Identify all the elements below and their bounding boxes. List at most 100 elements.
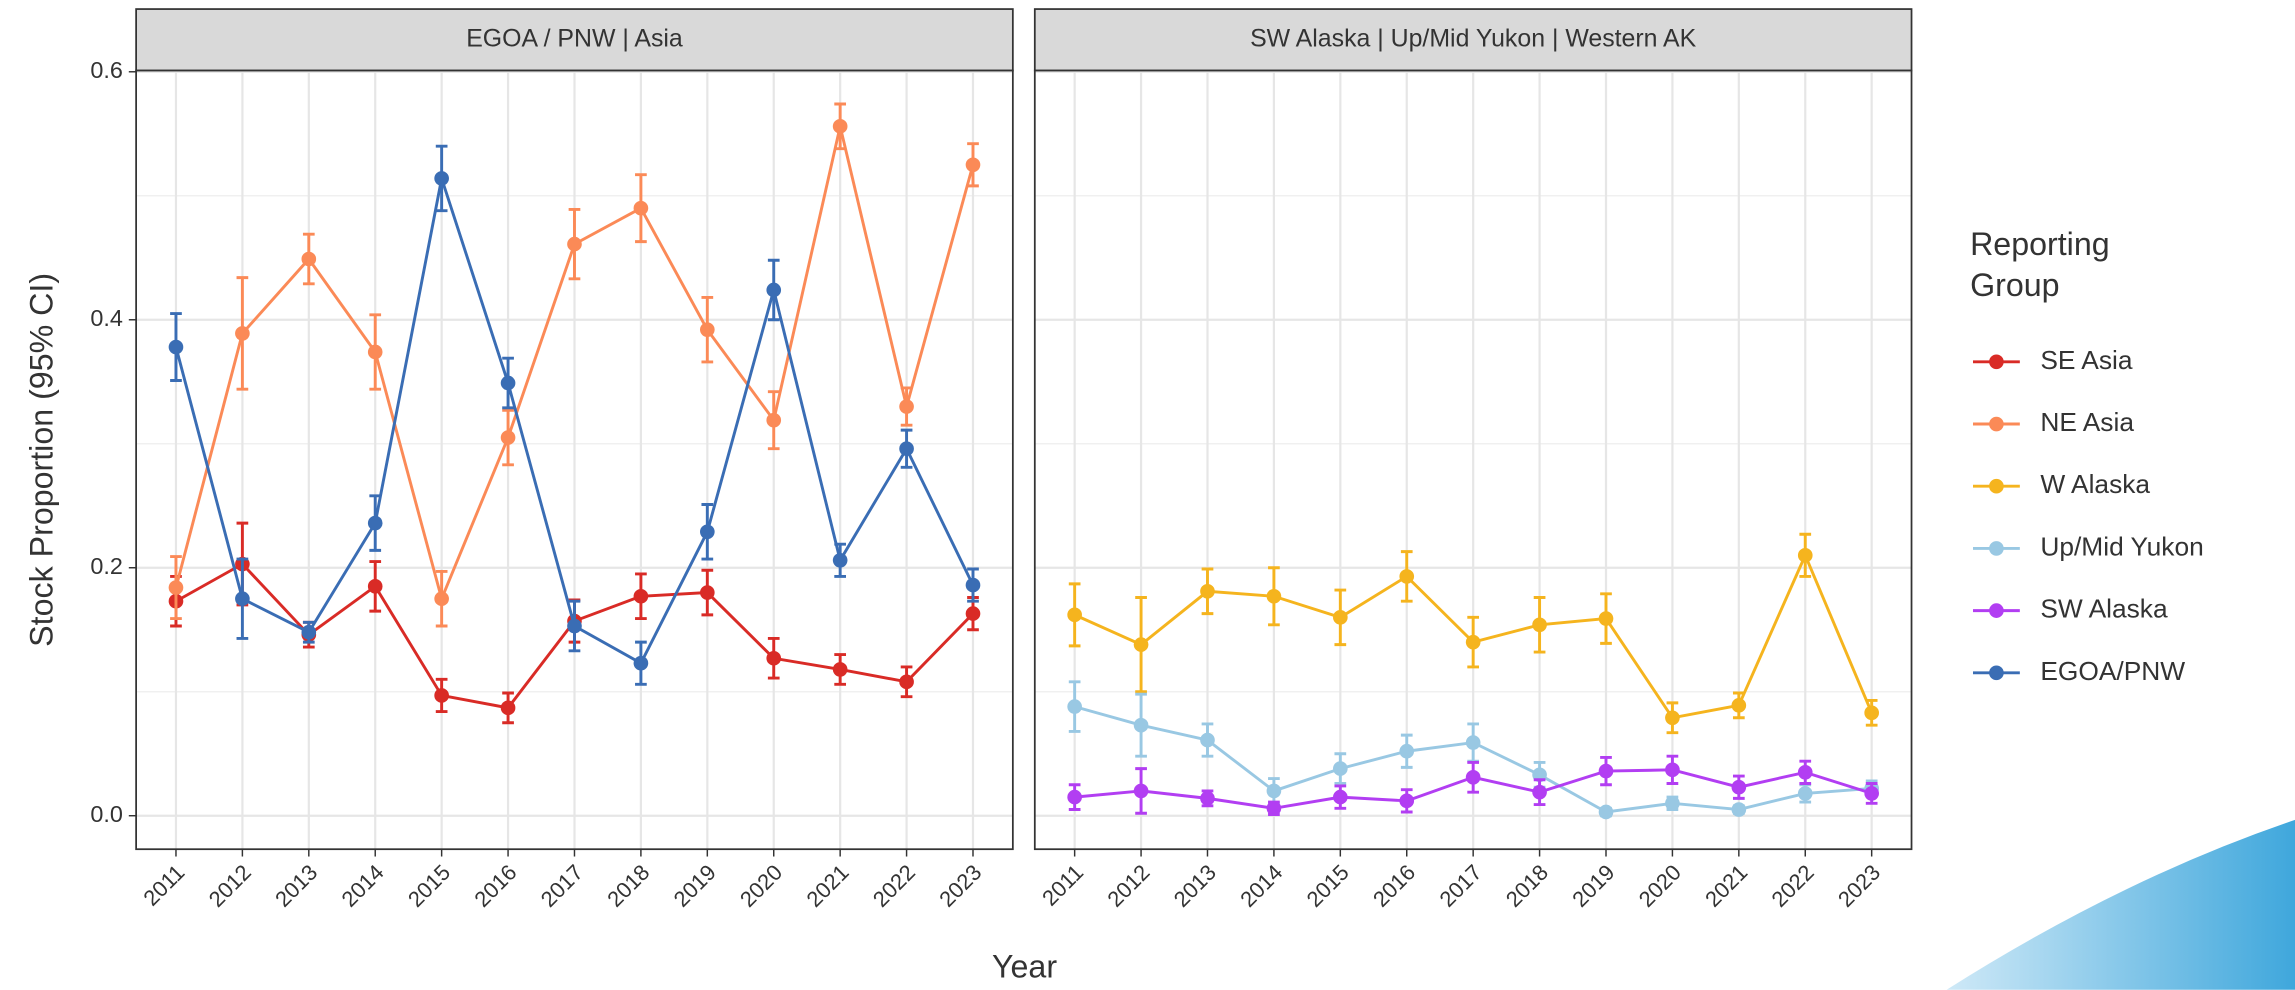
- x-tick-label: 2013: [1169, 860, 1221, 912]
- point: [766, 282, 782, 298]
- point: [301, 251, 317, 267]
- x-tick-label: 2011: [138, 860, 189, 911]
- point: [1133, 783, 1149, 799]
- y-tick-label: 0.6: [90, 57, 123, 83]
- panel-title: SW Alaska | Up/Mid Yukon | Western AK: [1250, 24, 1697, 52]
- legend-point: [1989, 603, 2004, 618]
- point: [1864, 705, 1879, 721]
- strip: [135, 8, 1014, 72]
- x-tick-label: 2011: [1037, 860, 1088, 911]
- point: [1133, 717, 1149, 733]
- x-tick-label: 2012: [204, 860, 256, 912]
- point: [965, 606, 981, 621]
- legend-title: Reporting Group: [1970, 226, 2110, 303]
- point: [1731, 779, 1747, 795]
- x-axis-label: Year: [992, 949, 1057, 985]
- x-tick-label: 2023: [1833, 860, 1885, 912]
- legend-point: [1989, 665, 2004, 681]
- x-tick-label: 2016: [1368, 860, 1420, 912]
- point: [1665, 796, 1680, 811]
- point: [1532, 617, 1547, 633]
- point: [1399, 569, 1415, 584]
- legend-label: W Alaska: [2040, 469, 2150, 499]
- point: [1266, 783, 1282, 799]
- y-tick-label: 0.4: [90, 305, 123, 331]
- point: [1266, 800, 1282, 816]
- point: [633, 200, 649, 216]
- x-tick-label: 2023: [934, 860, 986, 912]
- point: [965, 157, 981, 173]
- point: [832, 552, 848, 568]
- point: [1731, 802, 1747, 817]
- point: [500, 430, 516, 445]
- point: [434, 591, 449, 607]
- panel-title: EGOA / PNW | Asia: [466, 24, 683, 52]
- point: [700, 585, 715, 600]
- point: [1133, 637, 1149, 652]
- x-tick-label: 2017: [536, 860, 588, 912]
- x-tick-label: 2018: [602, 860, 654, 912]
- point: [235, 326, 250, 341]
- legend-label: SE Asia: [2040, 345, 2133, 375]
- point: [899, 441, 914, 457]
- y-axis-label: Stock Proportion (95% CI): [23, 273, 59, 647]
- x-tick-label: 2019: [1567, 860, 1619, 912]
- point: [633, 655, 649, 671]
- point: [1731, 698, 1747, 713]
- point: [1797, 548, 1813, 563]
- point: [1200, 583, 1215, 599]
- point: [168, 339, 184, 355]
- x-tick-label: 2021: [801, 860, 853, 912]
- point: [168, 580, 184, 595]
- point: [899, 674, 914, 690]
- point: [367, 344, 383, 360]
- point: [1200, 791, 1215, 806]
- point: [832, 119, 848, 134]
- x-tick-label: 2020: [735, 860, 787, 912]
- point: [1200, 732, 1215, 748]
- point: [1333, 610, 1348, 625]
- x-tick-label: 2015: [403, 860, 455, 912]
- point: [367, 515, 383, 531]
- point: [1067, 789, 1082, 805]
- x-tick-label: 2016: [469, 860, 521, 912]
- x-tick-label: 2022: [1767, 860, 1819, 912]
- x-tick-label: 2019: [669, 860, 721, 912]
- point: [1067, 607, 1082, 623]
- point: [235, 591, 250, 607]
- point: [1598, 611, 1614, 626]
- point: [1598, 804, 1614, 820]
- point: [1532, 784, 1547, 800]
- point: [1864, 786, 1879, 801]
- legend-label: Up/Mid Yukon: [2040, 531, 2203, 561]
- point: [1465, 634, 1481, 650]
- legend-label: SW Alaska: [2040, 594, 2168, 624]
- point: [1333, 789, 1348, 805]
- x-tick-label: 2015: [1302, 860, 1354, 912]
- y-tick-label: 0.0: [90, 801, 123, 827]
- point: [1665, 762, 1680, 778]
- x-tick-label: 2017: [1434, 860, 1486, 912]
- point: [1797, 786, 1813, 801]
- x-tick-label: 2012: [1102, 860, 1154, 912]
- point: [1465, 769, 1481, 785]
- point: [434, 688, 449, 703]
- point: [1399, 793, 1415, 809]
- legend-label: EGOA/PNW: [2040, 656, 2185, 686]
- point: [434, 171, 449, 186]
- point: [500, 700, 516, 716]
- point: [899, 399, 914, 414]
- legend-label: NE Asia: [2040, 407, 2134, 437]
- point: [567, 618, 582, 634]
- point: [965, 577, 981, 593]
- point: [367, 579, 383, 594]
- point: [1465, 735, 1481, 750]
- point: [1598, 763, 1614, 779]
- x-tick-label: 2013: [270, 860, 322, 912]
- point: [500, 375, 516, 391]
- legend-point: [1989, 416, 2004, 432]
- strip: [1033, 8, 1913, 72]
- point: [567, 236, 582, 252]
- x-tick-label: 2014: [337, 860, 389, 912]
